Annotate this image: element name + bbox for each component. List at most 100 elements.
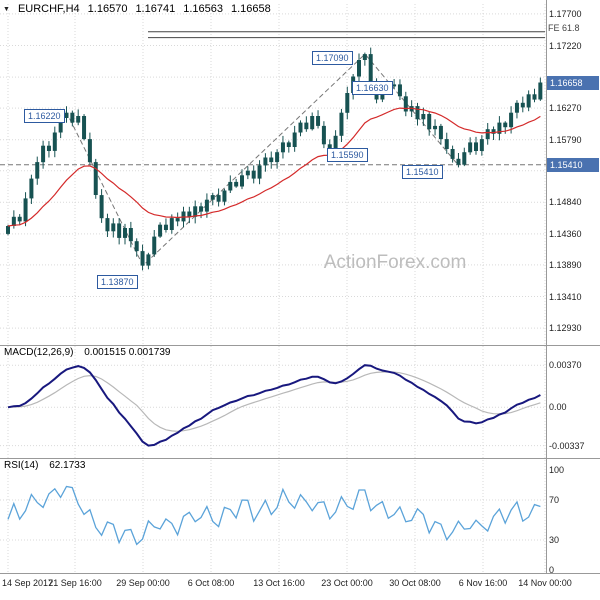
- candle: [503, 122, 508, 128]
- candle: [117, 223, 122, 238]
- candle: [46, 145, 51, 151]
- rsi-value: 62.1733: [49, 460, 86, 471]
- candle: [304, 122, 309, 130]
- candle: [532, 94, 537, 100]
- candle: [216, 195, 221, 202]
- candle: [357, 60, 361, 77]
- candle: [169, 218, 174, 230]
- candle: [298, 122, 303, 133]
- candle: [204, 199, 209, 212]
- candle: [23, 198, 28, 222]
- candle: [146, 254, 151, 266]
- candle: [345, 93, 350, 113]
- candle: [269, 157, 274, 163]
- candle: [70, 112, 75, 123]
- symbol-label: EURCHF,H4: [17, 3, 80, 15]
- ma-line: [7, 107, 541, 227]
- candle: [292, 132, 297, 147]
- candle: [526, 94, 531, 108]
- candle: [362, 54, 367, 60]
- candle: [427, 114, 432, 130]
- candle: [210, 195, 215, 200]
- candle: [163, 224, 168, 230]
- candle: [245, 170, 250, 176]
- candle: [450, 149, 455, 159]
- candle: [520, 102, 525, 108]
- candle: [76, 116, 81, 123]
- candle: [386, 86, 391, 92]
- candle: [339, 112, 344, 136]
- candle: [351, 76, 356, 93]
- candle: [374, 81, 379, 100]
- candle: [485, 129, 490, 140]
- candle: [41, 145, 46, 163]
- macd-panel-label: MACD(12,26,9) 0.001515 0.001739: [4, 347, 178, 358]
- candle: [17, 216, 22, 222]
- candle: [105, 218, 110, 232]
- candle: [280, 142, 285, 153]
- candle: [468, 142, 473, 153]
- macd-signal-line: [7, 371, 541, 432]
- candle: [514, 102, 519, 113]
- ohlc-close: 1.16658: [230, 3, 271, 15]
- candle: [257, 165, 262, 179]
- candle: [64, 112, 69, 118]
- candle: [310, 116, 315, 130]
- rsi-line: [7, 485, 541, 546]
- rsi-title: RSI(14): [4, 460, 39, 471]
- candle: [152, 236, 157, 255]
- candle: [438, 125, 443, 140]
- candle: [93, 162, 98, 195]
- candle: [128, 228, 133, 242]
- candle: [333, 135, 338, 153]
- candle: [509, 112, 514, 128]
- candle: [538, 82, 543, 100]
- candle: [327, 144, 332, 153]
- candle: [316, 116, 321, 126]
- candle: [222, 190, 227, 202]
- symbol-dropdown-icon[interactable]: ▼: [3, 5, 10, 13]
- candle: [111, 223, 116, 232]
- candle: [11, 216, 16, 226]
- candle: [175, 218, 180, 222]
- candle: [275, 152, 280, 163]
- candle: [462, 152, 467, 165]
- candle: [397, 84, 402, 97]
- candle: [456, 158, 461, 165]
- candle: [29, 178, 34, 199]
- candle: [491, 129, 496, 134]
- candle: [87, 139, 92, 163]
- candle: [497, 122, 502, 134]
- candle: [444, 139, 449, 149]
- candle: [58, 118, 63, 133]
- candle: [99, 195, 104, 219]
- candle: [35, 162, 40, 179]
- candle: [380, 91, 385, 100]
- candle: [6, 226, 10, 234]
- candle: [479, 139, 484, 151]
- candle: [234, 181, 239, 187]
- candle: [52, 132, 57, 151]
- macd-values: 0.001515 0.001739: [84, 347, 171, 358]
- candle: [228, 181, 233, 191]
- candle: [392, 84, 397, 87]
- candle: [368, 54, 373, 82]
- candle: [474, 142, 478, 151]
- candle: [134, 241, 139, 252]
- candle: [421, 114, 426, 120]
- candle: [158, 224, 163, 237]
- candle: [123, 228, 127, 238]
- candle: [82, 116, 87, 140]
- chart-header: ▼ EURCHF,H4 1.16570 1.16741 1.16563 1.16…: [3, 3, 271, 15]
- candle: [193, 206, 198, 217]
- ohlc-high: 1.16741: [135, 3, 176, 15]
- candle: [286, 142, 291, 147]
- candle: [187, 211, 192, 217]
- ohlc-open: 1.16570: [87, 3, 128, 15]
- ohlc-low: 1.16563: [183, 3, 223, 15]
- candle: [140, 251, 145, 266]
- candle: [240, 175, 244, 187]
- candle: [433, 125, 438, 130]
